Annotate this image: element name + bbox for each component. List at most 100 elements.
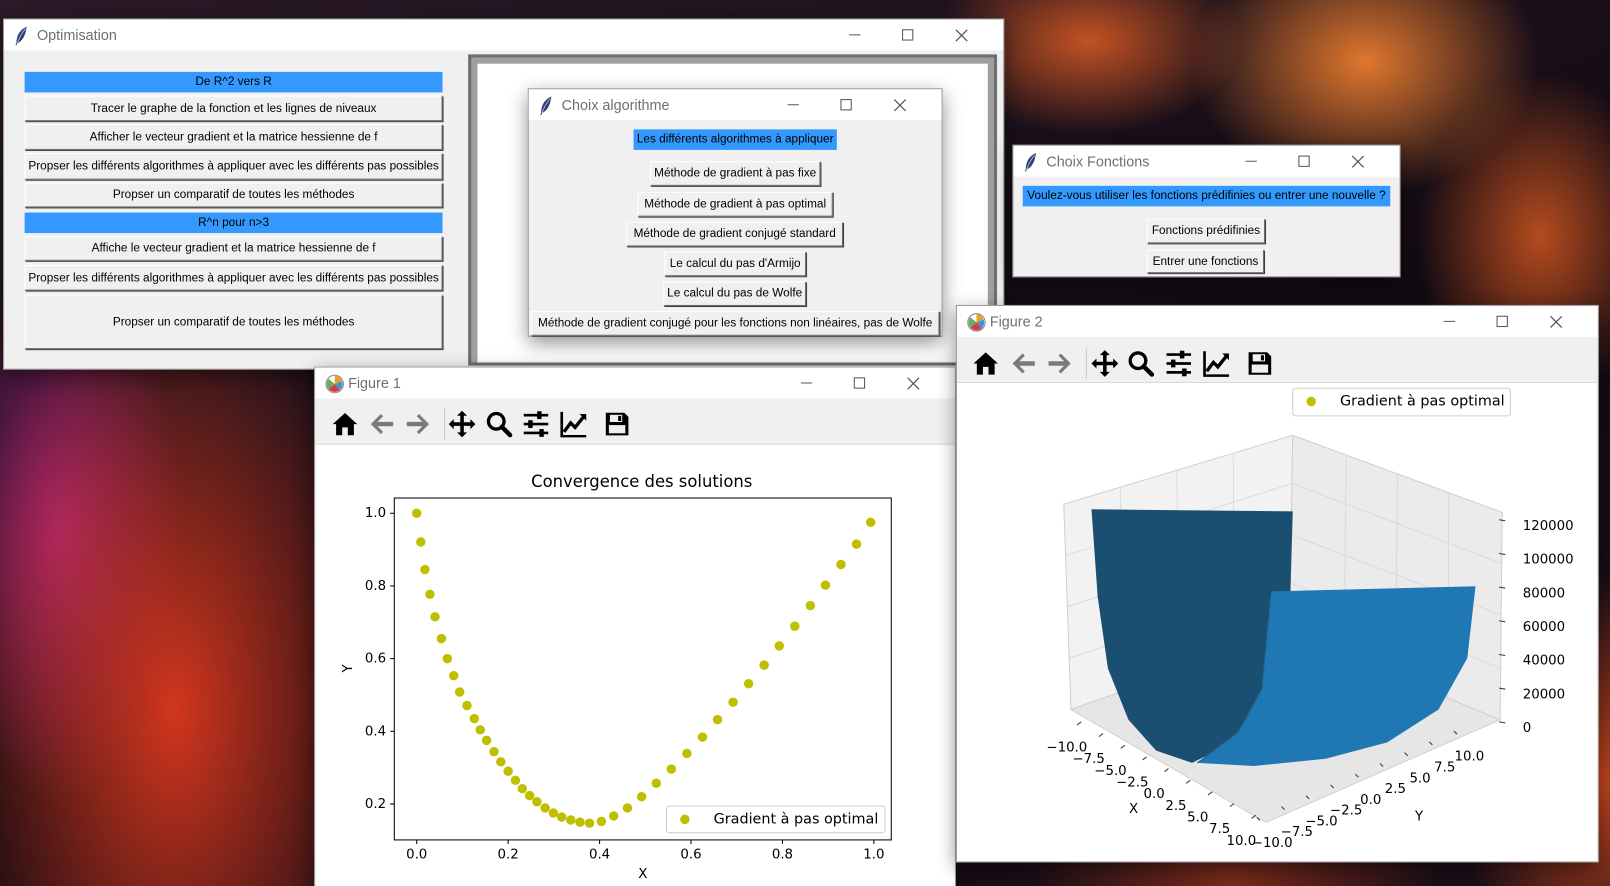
close-button[interactable] <box>955 29 968 42</box>
data-point <box>449 670 459 681</box>
button[interactable]: Fonctions prédifinies <box>1146 218 1266 244</box>
data-point <box>524 790 535 801</box>
window-controls[interactable] <box>1423 306 1598 337</box>
toolbar-icons <box>332 408 629 440</box>
toolbar <box>956 336 1598 383</box>
x-tick <box>1076 721 1082 726</box>
window-choix-algorithme: Choix algorithme Les différents algorith… <box>527 88 943 337</box>
window-title: Optimisation <box>36 26 117 44</box>
y-tick-label: −2.5 <box>1330 804 1362 819</box>
z-tick-label: 20000 <box>1523 687 1565 702</box>
data-point <box>865 517 876 528</box>
button[interactable]: Afficher le vecteur gradient et la matri… <box>24 124 443 150</box>
button[interactable]: Entrer une fonctions <box>1146 249 1264 274</box>
data-point <box>416 537 426 547</box>
x-axis-label: X <box>638 867 647 882</box>
button[interactable]: Tracer le graphe de la fonction et les l… <box>24 95 443 122</box>
x-tick-label: 7.5 <box>1209 822 1230 837</box>
maximize-button[interactable] <box>853 377 866 389</box>
data-point <box>682 748 692 759</box>
window-controls[interactable] <box>1225 146 1400 177</box>
z-tick-label: 100000 <box>1523 553 1574 568</box>
y-tick-label: 0.2 <box>365 797 386 812</box>
x-axis-label: X <box>1129 802 1138 817</box>
data-point <box>436 633 447 644</box>
window-figure-2: Figure 2 <box>955 304 1599 863</box>
data-point <box>712 714 723 725</box>
x-tick <box>1251 814 1257 819</box>
toolbar <box>315 398 955 445</box>
title-bar: Figure 2 <box>956 305 1598 337</box>
data-point <box>575 817 585 827</box>
y-tick-label: 7.5 <box>1434 761 1455 776</box>
button[interactable]: Propser les différents algorithmes à app… <box>24 264 443 291</box>
data-point <box>636 791 647 802</box>
z-tick-label: 60000 <box>1523 620 1565 635</box>
question: Voulez-vous utiliser les fonctions prédi… <box>1022 185 1391 207</box>
maximize-button[interactable] <box>1496 315 1508 328</box>
data-point <box>774 641 784 651</box>
data-point <box>759 660 769 670</box>
x-tick <box>1185 779 1191 784</box>
section-header: R^n pour n>3 <box>24 212 443 234</box>
data-point <box>556 812 567 822</box>
button[interactable]: Le calcul du pas d'Armijo <box>664 251 807 277</box>
y-tick <box>1355 773 1359 778</box>
button[interactable]: Méthode de gradient conjugé pour les fon… <box>530 311 940 336</box>
x-tick-label: −10.0 <box>1046 741 1087 756</box>
window-controls[interactable] <box>780 368 955 399</box>
y-tick-label: 0.8 <box>365 579 386 594</box>
maximize-button[interactable] <box>1298 155 1310 167</box>
close-button[interactable] <box>893 99 907 112</box>
maximize-button[interactable] <box>902 29 914 41</box>
data-point <box>496 757 506 767</box>
legend-marker <box>680 814 690 825</box>
y-tick-label: 1.0 <box>365 506 386 521</box>
button[interactable]: Méthode de gradient à pas fixe <box>649 161 821 186</box>
button[interactable]: Le calcul du pas de Wolfe <box>663 281 807 306</box>
data-point <box>462 700 472 711</box>
close-button[interactable] <box>907 377 920 390</box>
surface-back <box>1091 509 1293 763</box>
window-title: Choix algorithme <box>561 96 670 113</box>
data-point <box>510 775 521 786</box>
button[interactable]: Propser les différents algorithmes à app… <box>24 152 443 180</box>
z-tick-label: 80000 <box>1523 586 1565 601</box>
legend-box <box>1292 387 1511 417</box>
y-tick <box>1453 730 1458 735</box>
data-point <box>481 735 492 746</box>
data-point <box>548 808 559 818</box>
toolbar-icons <box>973 348 1272 379</box>
button[interactable]: Propser un comparatif de toutes les méth… <box>24 182 443 208</box>
y-tick <box>1281 806 1285 810</box>
x-tick-label: −5.0 <box>1094 764 1126 779</box>
data-point <box>425 589 435 600</box>
data-point <box>469 713 480 724</box>
x-tick <box>1120 744 1126 749</box>
button[interactable]: Propser un comparatif de toutes les méth… <box>24 294 443 350</box>
close-button[interactable] <box>1550 315 1563 328</box>
x-tick <box>1207 791 1213 796</box>
z-tick <box>1499 552 1506 555</box>
button[interactable]: Affiche le vecteur gradient et la matric… <box>24 236 443 261</box>
data-point <box>420 564 430 575</box>
title-bar: Optimisation <box>4 19 1004 51</box>
maximize-button[interactable] <box>840 99 852 111</box>
y-tick-label: −7.5 <box>1281 825 1313 840</box>
data-point <box>532 797 542 807</box>
data-point <box>651 778 661 788</box>
close-button[interactable] <box>1351 155 1365 168</box>
data-point <box>622 803 633 813</box>
button[interactable]: Méthode de gradient à pas optimal <box>637 192 833 217</box>
x-tick-label: 2.5 <box>1165 799 1186 814</box>
data-point <box>836 559 846 570</box>
surface-front <box>1197 586 1476 766</box>
x-tick-label: 0.0 <box>406 847 427 862</box>
window-controls[interactable] <box>767 89 942 120</box>
button[interactable]: Méthode de gradient conjugé standard <box>626 221 844 247</box>
window-controls[interactable] <box>829 20 1004 51</box>
x-tick-label: 0.0 <box>1144 787 1165 802</box>
legend-marker <box>1306 396 1316 407</box>
